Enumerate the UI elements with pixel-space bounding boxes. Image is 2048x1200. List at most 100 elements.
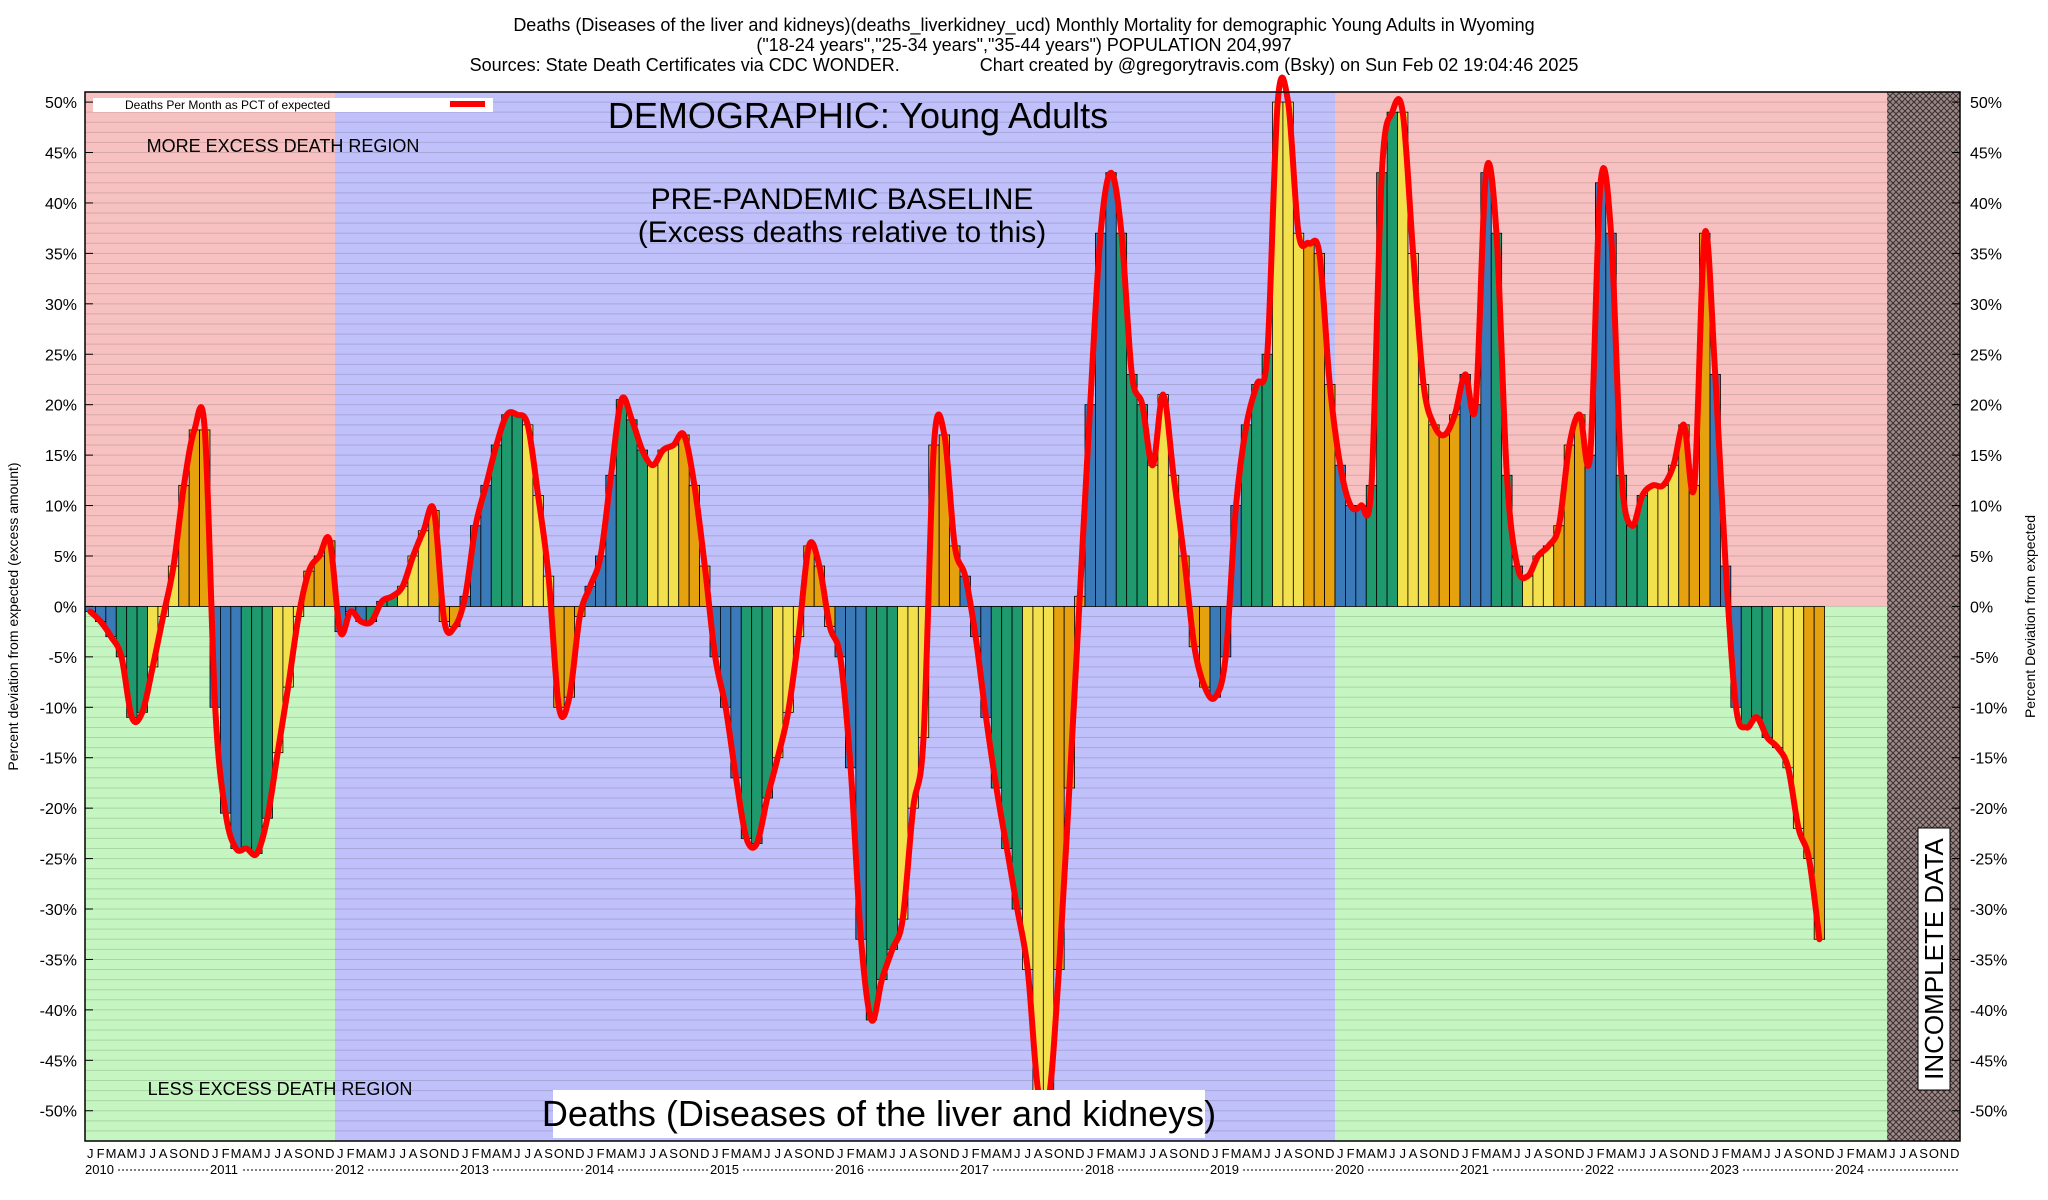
x-month-label: A <box>784 1146 793 1161</box>
x-month-label: A <box>409 1146 418 1161</box>
bottom-label-box <box>553 1090 1205 1138</box>
baseline-subtitle: (Excess deaths relative to this) <box>638 216 1047 249</box>
x-month-label: M <box>1106 1146 1117 1161</box>
deaths-pct-line <box>87 74 1823 1116</box>
x-month-label: M <box>356 1146 367 1161</box>
bar <box>1261 353 1273 607</box>
bar <box>657 449 669 607</box>
x-month-label: O <box>1054 1146 1064 1161</box>
x-month-label: A <box>1742 1146 1751 1161</box>
bar <box>240 606 253 849</box>
bar <box>1147 464 1159 607</box>
chart-header-line-1: Deaths (Diseases of the liver and kidney… <box>513 15 1535 35</box>
x-month-label: J <box>337 1146 344 1161</box>
x-month-label: J <box>1389 1146 1396 1161</box>
legend-label: Deaths Per Month as PCT of expected <box>125 98 330 112</box>
y-tick-label-left: -10% <box>40 700 77 717</box>
bar <box>1292 232 1305 607</box>
y-tick-label-right: -40% <box>1970 1003 2007 1020</box>
x-month-label: M <box>1731 1146 1742 1161</box>
y-tick-label-left: 15% <box>45 448 77 465</box>
baseline-title: PRE-PANDEMIC BASELINE <box>651 183 1034 216</box>
x-month-label: O <box>1179 1146 1189 1161</box>
x-month-label: D <box>1450 1146 1459 1161</box>
x-month-label: A <box>1367 1146 1376 1161</box>
x-month-label: S <box>794 1146 803 1161</box>
x-month-label: F <box>1847 1146 1855 1161</box>
y-tick-label-left: -35% <box>40 952 77 969</box>
bar <box>886 606 898 950</box>
x-month-label: J <box>837 1146 844 1161</box>
x-month-label: J <box>899 1146 906 1161</box>
x-month-label: J <box>1712 1146 1719 1161</box>
x-month-label: J <box>1774 1146 1781 1161</box>
x-month-label: J <box>87 1146 94 1161</box>
x-month-label: O <box>429 1146 439 1161</box>
x-month-label: N <box>1190 1146 1199 1161</box>
x-month-label: J <box>712 1146 719 1161</box>
x-month-label: F <box>972 1146 980 1161</box>
x-month-label: S <box>544 1146 553 1161</box>
x-month-label: J <box>212 1146 219 1161</box>
more-excess-label: MORE EXCESS DEATH REGION <box>147 136 420 156</box>
x-month-label: S <box>1044 1146 1053 1161</box>
bar <box>865 606 878 1021</box>
bar <box>1772 606 1784 749</box>
x-month-label: J <box>1649 1146 1656 1161</box>
y-tick-label-right: -20% <box>1970 801 2007 818</box>
x-month-label: D <box>1825 1146 1834 1161</box>
x-month-label: J <box>1337 1146 1344 1161</box>
bar <box>1688 484 1700 607</box>
y-tick-label-left: 30% <box>45 297 77 314</box>
x-month-label: J <box>1764 1146 1771 1161</box>
x-month-label: J <box>1139 1146 1146 1161</box>
y-tick-label-left: -50% <box>40 1104 77 1121</box>
x-month-label: J <box>639 1146 646 1161</box>
bar <box>1105 172 1117 607</box>
bar <box>1438 434 1450 607</box>
bar <box>876 606 888 981</box>
x-month-label: J <box>1837 1146 1844 1161</box>
x-month-label: N <box>440 1146 449 1161</box>
bar <box>761 606 773 799</box>
x-month-label: F <box>97 1146 105 1161</box>
y-tick-label-right: 50% <box>1970 95 2002 112</box>
x-month-label: M <box>1626 1146 1637 1161</box>
x-month-label: D <box>1200 1146 1209 1161</box>
bar <box>1022 606 1034 970</box>
x-month-label: O <box>804 1146 814 1161</box>
x-month-label: J <box>1639 1146 1646 1161</box>
x-month-label: F <box>472 1146 480 1161</box>
x-month-label: M <box>376 1146 387 1161</box>
bar <box>1657 484 1669 607</box>
x-month-label: J <box>1462 1146 1469 1161</box>
x-month-label: O <box>1929 1146 1939 1161</box>
y-tick-label-right: -25% <box>1970 852 2007 869</box>
bar <box>1011 606 1023 910</box>
x-month-label: J <box>1399 1146 1406 1161</box>
x-year-label: 2018 <box>1085 1162 1114 1177</box>
y-tick-label-right: -50% <box>1970 1104 2007 1121</box>
bar <box>1449 414 1461 607</box>
y-tick-label-right: 0% <box>1970 599 1993 616</box>
x-month-label: N <box>815 1146 824 1161</box>
y-tick-label-right: -30% <box>1970 902 2007 919</box>
x-month-label: A <box>1242 1146 1251 1161</box>
y-tick-label-right: 40% <box>1970 196 2002 213</box>
x-month-label: J <box>1889 1146 1896 1161</box>
bar <box>501 414 513 607</box>
x-month-label: N <box>690 1146 699 1161</box>
bar <box>1470 404 1482 607</box>
x-month-label: S <box>1794 1146 1803 1161</box>
y-axis-title-right: Percent Deviation from expected <box>2022 515 2038 718</box>
y-tick-label-right: 30% <box>1970 297 2002 314</box>
y-tick-label-right: 5% <box>1970 549 1993 566</box>
x-month-label: O <box>1304 1146 1314 1161</box>
less-excess-label: LESS EXCESS DEATH REGION <box>148 1079 413 1099</box>
x-month-label: M <box>876 1146 887 1161</box>
x-month-label: D <box>325 1146 334 1161</box>
x-month-label: F <box>1097 1146 1105 1161</box>
x-year-label: 2022 <box>1585 1162 1614 1177</box>
x-month-label: M <box>1856 1146 1867 1161</box>
x-year-label: 2016 <box>835 1162 864 1177</box>
